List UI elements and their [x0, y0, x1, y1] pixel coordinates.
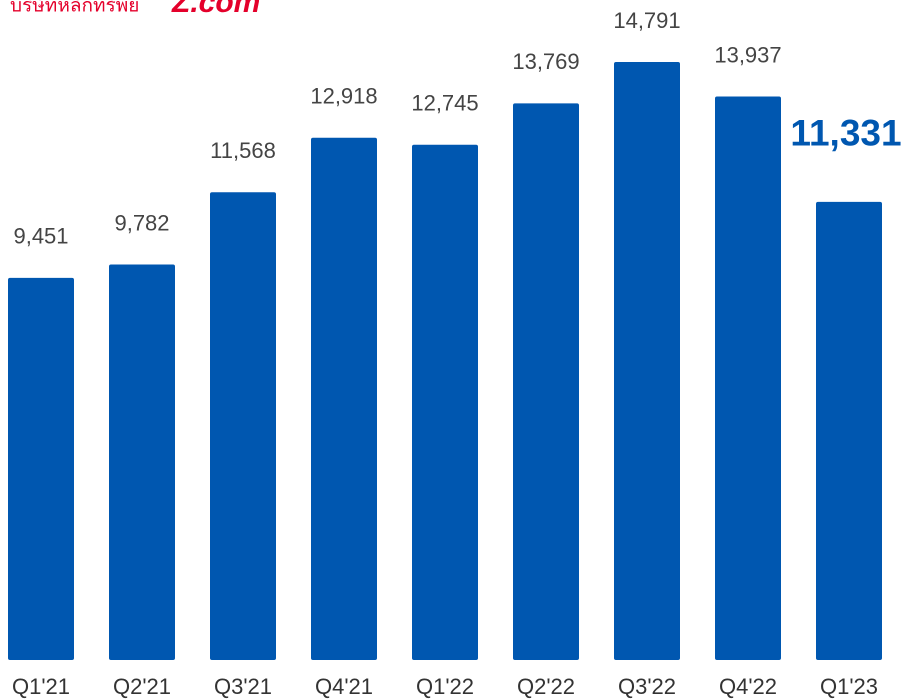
x-tick-label: Q3'21 — [214, 674, 272, 699]
bar — [816, 201, 882, 660]
bar — [412, 144, 478, 660]
bar — [210, 192, 276, 661]
value-label: 14,791 — [613, 8, 680, 33]
logo-brand: Z.com — [171, 0, 260, 19]
bar — [715, 96, 781, 660]
bar — [513, 103, 579, 661]
bar — [109, 264, 175, 660]
x-tick-label: Q2'22 — [517, 674, 575, 699]
value-label: 13,937 — [714, 42, 781, 67]
value-label: 9,782 — [114, 210, 169, 235]
x-tick-label: Q1'23 — [820, 674, 878, 699]
x-tick-label: Q1'21 — [12, 674, 70, 699]
bar — [614, 62, 680, 660]
bar — [8, 277, 74, 660]
x-tick-label: Q4'22 — [719, 674, 777, 699]
x-tick-label: Q4'21 — [315, 674, 373, 699]
x-tick-label: Q3'22 — [618, 674, 676, 699]
value-label: 11,331 — [790, 113, 901, 154]
value-label: 11,568 — [210, 138, 276, 163]
value-label: 12,918 — [310, 84, 377, 109]
value-label: 13,769 — [512, 49, 579, 74]
value-label: 12,745 — [411, 91, 478, 116]
bar — [311, 137, 377, 660]
x-tick-label: Q1'22 — [416, 674, 474, 699]
value-label: 9,451 — [13, 224, 68, 249]
x-tick-label: Q2'21 — [113, 674, 171, 699]
logo-name: บริษัทหลักทรัพย์ — [10, 0, 139, 17]
logo: บริษัทหลักทรัพย์ Z.com — [10, 0, 260, 19]
